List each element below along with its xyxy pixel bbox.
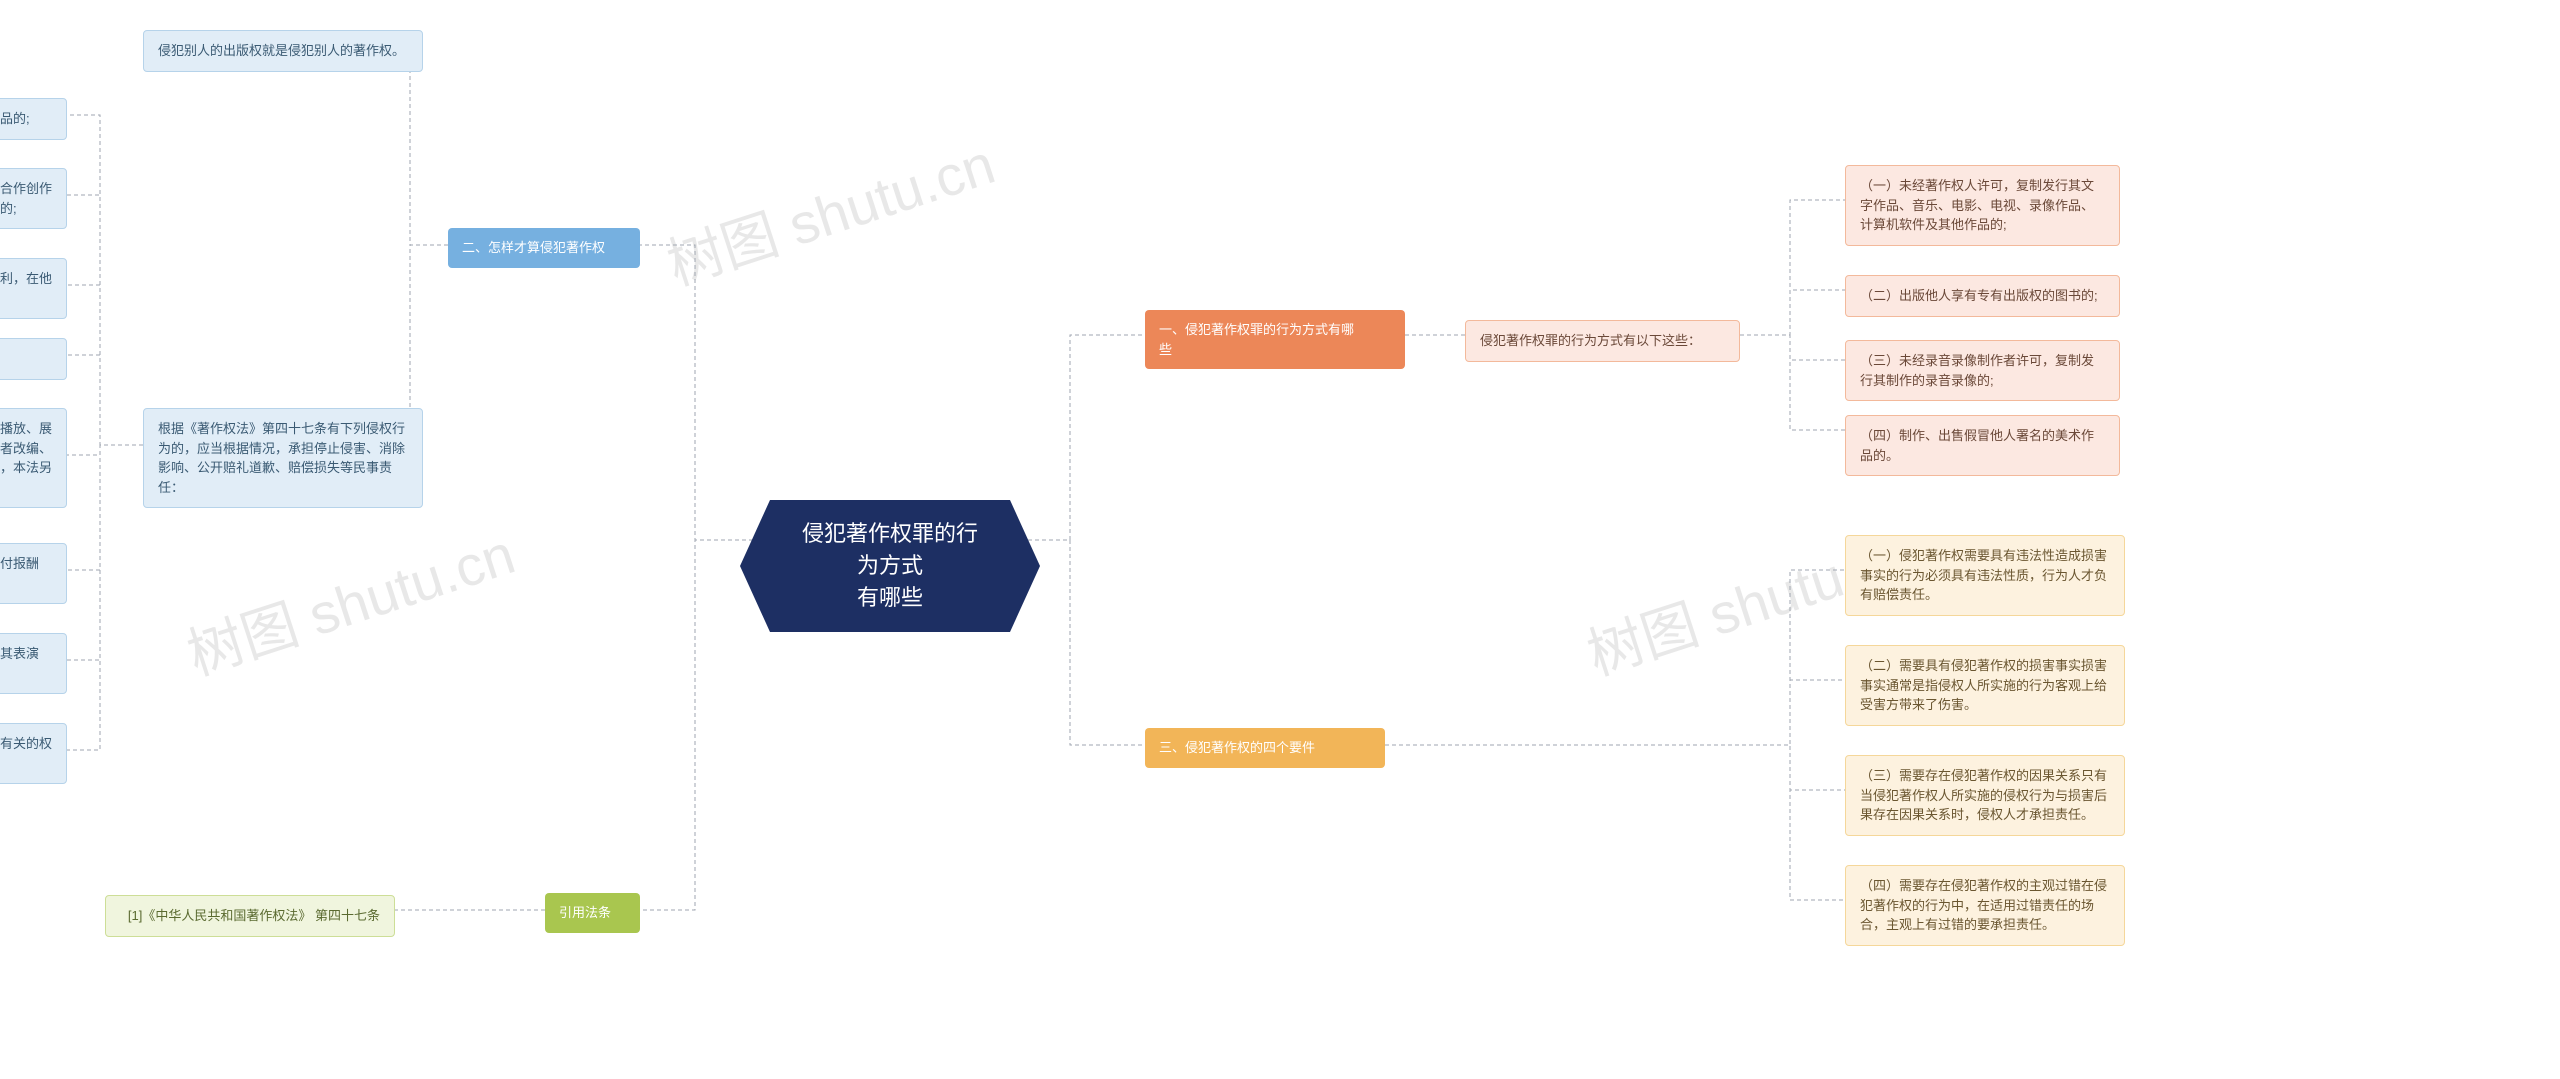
section-2-title: 二、怎样才算侵犯著作权 bbox=[448, 228, 640, 268]
section-2-item: （七）未经表演者许可，从现场直播其表演的; bbox=[0, 633, 67, 694]
section-2-item: （二）未经合作作者许可，将与他人合作创作的作品当作自己单独创作的作品发表的; bbox=[0, 168, 67, 229]
section-1-intro: 侵犯著作权罪的行为方式有以下这些： bbox=[1465, 320, 1740, 362]
watermark: 树图 shutu.cn bbox=[656, 120, 1004, 302]
center-hex-right bbox=[1010, 500, 1040, 632]
section-1-item: （三）未经录音录像制作者许可，复制发行其制作的录音录像的; bbox=[1845, 340, 2120, 401]
watermark: 树图 shutu.cn bbox=[176, 510, 524, 692]
center-topic: 侵犯著作权罪的行为方式 有哪些 bbox=[770, 500, 1010, 632]
section-3-item: （三）需要存在侵犯著作权的因果关系只有当侵犯著作权人所实施的侵权行为与损害后果存… bbox=[1845, 755, 2125, 836]
section-2-item: （四）歪曲、篡改他人作品的; bbox=[0, 338, 67, 380]
citation-item: [1]《中华人民共和国著作权法》 第四十七条 bbox=[105, 895, 395, 937]
section-1-item: （四）制作、出售假冒他人署名的美术作品的。 bbox=[1845, 415, 2120, 476]
section-2-item: （八）其他侵犯著作权以及与著作权有关的权益的行为。 bbox=[0, 723, 67, 784]
section-1-item: （一）未经著作权人许可，复制发行其文字作品、音乐、电影、电视、录像作品、计算机软… bbox=[1845, 165, 2120, 246]
section-2-sub: 侵犯别人的出版权就是侵犯别人的著作权。 bbox=[143, 30, 423, 72]
section-1-item: （二）出版他人享有专有出版权的图书的; bbox=[1845, 275, 2120, 317]
section-3-item: （二）需要具有侵犯著作权的损害事实损害事实通常是指侵权人所实施的行为客观上给受害… bbox=[1845, 645, 2125, 726]
citation-title: 引用法条 bbox=[545, 893, 640, 933]
section-2-item: （六）使用他人作品，未按照规定支付报酬的; bbox=[0, 543, 67, 604]
center-hex-left bbox=[740, 500, 770, 632]
section-2-item: （五）未经著作权人许可，以表演、播放、展览、发行、摄制电影、电视、录像或者改编、… bbox=[0, 408, 67, 508]
section-2-sub: 根据《著作权法》第四十七条有下列侵权行为的，应当根据情况，承担停止侵害、消除影响… bbox=[143, 408, 423, 508]
section-2-item: （三）没有参加创作，为谋取个人名利，在他人作品上署名的; bbox=[0, 258, 67, 319]
section-3-item: （一）侵犯著作权需要具有违法性造成损害事实的行为必须具有违法性质，行为人才负有赔… bbox=[1845, 535, 2125, 616]
section-2-item: （一）未经著作权人许可，发表其作品的; bbox=[0, 98, 67, 140]
section-3-title: 三、侵犯著作权的四个要件 bbox=[1145, 728, 1385, 768]
section-3-item: （四）需要存在侵犯著作权的主观过错在侵犯著作权的行为中，在适用过错责任的场合，主… bbox=[1845, 865, 2125, 946]
section-1-title: 一、侵犯著作权罪的行为方式有哪 些 bbox=[1145, 310, 1405, 369]
